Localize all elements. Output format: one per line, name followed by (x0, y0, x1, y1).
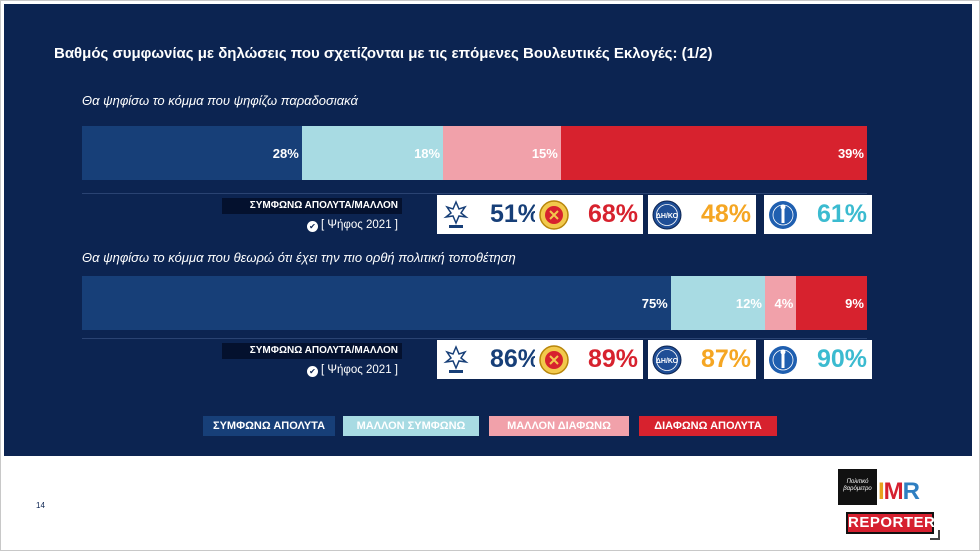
party-agree-value: 68% (587, 200, 638, 228)
barometer-logo: Πολιτικό βαρόμετρο (838, 469, 877, 505)
legend-agree-mostly: ΜΑΛΛΟΝ ΣΥΜΦΩΝΩ (343, 416, 479, 436)
party-agree-value: 51% (489, 200, 540, 228)
party-agree-box-disy: 86% (437, 340, 545, 379)
party-agree-value: 89% (587, 345, 638, 373)
party-agree-box-akel: 68% (535, 195, 643, 234)
party-agree-box-diko: ΔΗ/ΚΟ 87% (648, 340, 756, 379)
bar-segment: 39% (560, 126, 867, 180)
question-label-2: Θα ψηφίσω το κόμμα που θεωρώ ότι έχει τη… (82, 250, 516, 265)
data-label: 12% (735, 295, 762, 311)
party-agree-box-diko: ΔΗ/ΚΟ 48% (648, 195, 756, 234)
party-agree-box-disy: 51% (437, 195, 545, 234)
legend-agree-fully: ΣΥΜΦΩΝΩ ΑΠΟΛΥΤΑ (203, 416, 335, 436)
party-agree-box-akel: 89% (535, 340, 643, 379)
party-agree-value: 87% (700, 345, 751, 373)
diko-logo-icon: ΔΗ/ΚΟ (648, 342, 686, 378)
party-agree-value: 61% (816, 200, 867, 228)
bar-segment: 15% (443, 126, 561, 180)
agree-summary-label: ΣΥΜΦΩΝΩ ΑΠΟΛΥΤΑ/ΜΑΛΛΟΝ (222, 343, 402, 359)
elam-logo-icon (764, 197, 802, 233)
bar-segment: 28% (82, 126, 302, 180)
vote-2021-label: ✔[ Ψήφος 2021 ] (262, 362, 402, 378)
party-agree-value: 90% (816, 345, 867, 373)
legend-disagree-mostly: ΜΑΛΛΟΝ ΔΙΑΦΩΝΩ (489, 416, 629, 436)
imr-logo: IMR (878, 478, 920, 505)
corner-mark (930, 530, 940, 540)
agree-summary-label: ΣΥΜΦΩΝΩ ΑΠΟΛΥΤΑ/ΜΑΛΛΟΝ (222, 198, 402, 214)
page-number: 14 (36, 501, 45, 510)
bar-segment: 12% (670, 276, 765, 330)
party-agree-value: 86% (489, 345, 540, 373)
diko-logo-text: ΔΗ/ΚΟ (656, 358, 679, 365)
agree-row-2: ΣΥΜΦΩΝΩ ΑΠΟΛΥΤΑ/ΜΑΛΛΟΝ ✔[ Ψήφος 2021 ] 8… (82, 338, 872, 379)
check-circle-icon: ✔ (307, 366, 319, 377)
disy-logo-icon (437, 342, 475, 378)
party-agree-box-elam: 90% (764, 340, 872, 379)
row-divider (82, 338, 867, 339)
data-label: 4% (774, 295, 794, 311)
akel-logo-icon (535, 197, 573, 233)
data-label: 18% (414, 145, 441, 161)
data-label: 9% (845, 295, 864, 311)
party-agree-box-elam: 61% (764, 195, 872, 234)
data-label: 39% (837, 145, 864, 161)
chart-title: Βαθμός συμφωνίας με δηλώσεις που σχετίζο… (54, 45, 713, 62)
vote-2021-label: ✔[ Ψήφος 2021 ] (262, 217, 402, 233)
data-label: 15% (531, 145, 558, 161)
row-divider (82, 193, 867, 194)
question-label-1: Θα ψηφίσω το κόμμα που ψηφίζω παραδοσιακ… (82, 93, 358, 108)
elam-logo-icon (764, 342, 802, 378)
bar-segment: 9% (796, 276, 867, 330)
party-agree-value: 48% (700, 200, 751, 228)
akel-logo-icon (535, 342, 573, 378)
check-circle-icon: ✔ (307, 221, 319, 232)
disy-logo-icon (437, 197, 475, 233)
reporter-logo: REPORTER (846, 512, 935, 534)
stacked-bar-1: 28% 18% 15% 39% (82, 126, 867, 180)
stacked-bar-2: 75% 12% 4% 9% (82, 276, 867, 330)
bar-segment: 18% (301, 126, 444, 180)
bar-segment: 75% (82, 276, 671, 330)
data-label: 75% (641, 295, 668, 311)
bar-segment: 4% (764, 276, 797, 330)
legend-disagree-fully: ΔΙΑΦΩΝΩ ΑΠΟΛΥΤΑ (639, 416, 777, 436)
diko-logo-icon: ΔΗ/ΚΟ (648, 197, 686, 233)
data-label: 28% (272, 145, 299, 161)
agree-row-1: ΣΥΜΦΩΝΩ ΑΠΟΛΥΤΑ/ΜΑΛΛΟΝ ✔[ Ψήφος 2021 ] 5… (82, 193, 872, 234)
diko-logo-text: ΔΗ/ΚΟ (656, 213, 679, 220)
